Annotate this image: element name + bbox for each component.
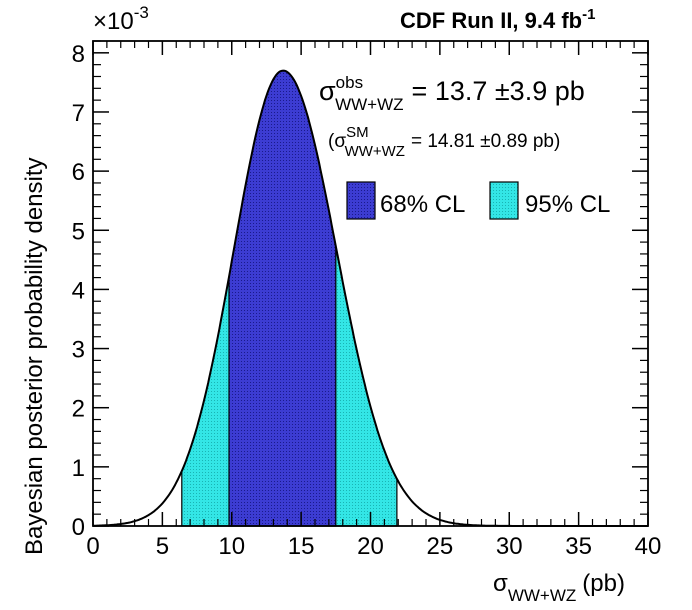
band-68-cl [228,69,337,527]
y-tick-label: 7 [72,100,85,127]
legend-swatch-68 [346,181,376,220]
obs-annotation: σobs WW+WZ = 13.7 ±3.9 pb [319,73,585,114]
x-axis-title: σWW+WZ (pb) [493,570,625,605]
x-tick-label: 30 [496,533,523,560]
y-tick-label: 0 [72,514,85,541]
legend: 68% CL 95% CL [346,181,610,220]
x-tick-label: 15 [288,533,315,560]
y-axis-title: Bayesian posterior probability density [21,157,48,555]
x-tick-label: 35 [565,533,592,560]
experiment-label: CDF Run II, 9.4 fb-1 [400,6,595,33]
x-tick-label: 20 [357,533,384,560]
y-tick-label: 3 [72,337,85,364]
sm-annotation: (σSM WW+WZ = 14.81 ±0.89 pb) [328,124,560,160]
y-multiplier: ×10-3 [93,3,149,35]
x-tick-label: 10 [218,533,245,560]
legend-swatch-95 [489,181,519,220]
y-tick-label: 8 [72,41,85,68]
legend-label-95: 95% CL [525,191,610,218]
y-tick-label: 2 [72,396,85,423]
x-tick-label: 40 [635,533,662,560]
x-tick-label: 5 [156,533,169,560]
legend-label-68: 68% CL [380,191,465,218]
y-tick-label: 4 [72,277,85,304]
y-tick-label: 1 [72,455,85,482]
x-tick-label: 0 [86,533,99,560]
y-tick-label: 6 [72,159,85,186]
y-tick-label: 5 [72,218,85,245]
x-tick-label: 25 [427,533,454,560]
